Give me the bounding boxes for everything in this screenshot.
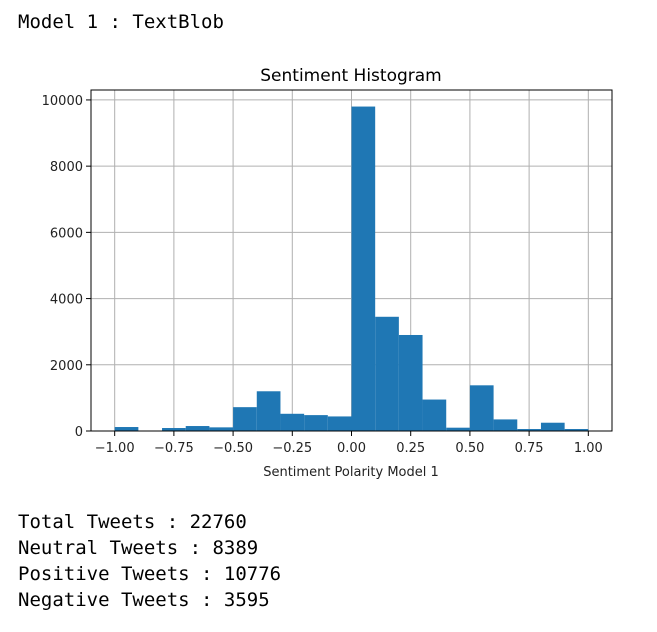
stat-line: Total Tweets : 22760 [18, 511, 247, 533]
sentiment-histogram-chart: Sentiment Histogram −1.00 −0.75 −0.50 −0.25… [0, 55, 657, 495]
stat-value: 10776 [223, 563, 282, 585]
x-tick-label: 1.00 [574, 441, 603, 456]
x-tick-label: −1.00 [95, 441, 135, 456]
x-axis-label: Sentiment Polarity Model 1 [263, 465, 439, 480]
x-tick-label: 0.00 [337, 441, 366, 456]
x-tick-label: 0.75 [515, 441, 544, 456]
stat-line: Positive Tweets : 10776 [18, 563, 282, 585]
histogram-bar [209, 427, 234, 431]
chart-svg: Sentiment Histogram −1.00 −0.75 −0.50 −0.25… [42, 66, 613, 480]
stat-label: Total Tweets [18, 511, 156, 533]
histogram-bar [517, 429, 541, 431]
histogram-bar [422, 399, 447, 431]
y-tick-label: 6000 [50, 226, 83, 241]
histogram-bar [185, 426, 210, 431]
x-tick-label: −0.25 [272, 441, 312, 456]
output-heading: Model 1 : TextBlob [18, 11, 224, 33]
histogram-bar [375, 316, 399, 431]
histogram-bar [540, 422, 565, 431]
histogram-bar [398, 334, 423, 431]
chart-title: Sentiment Histogram [260, 66, 441, 86]
x-tick-label: 0.25 [396, 441, 425, 456]
stat-label: Negative Tweets [18, 589, 190, 611]
stats-block: Total Tweets : 22760 Neutral Tweets : 838… [18, 509, 281, 613]
histogram-bar [304, 415, 328, 431]
y-axis-ticks: 0 2000 4000 6000 8000 10000 [42, 94, 91, 440]
y-tick-label: 0 [75, 425, 83, 440]
y-tick-label: 4000 [50, 293, 83, 308]
x-tick-label: −0.75 [154, 441, 194, 456]
histogram-bars [114, 106, 589, 431]
histogram-bar [493, 419, 518, 431]
y-tick-label: 8000 [50, 160, 83, 175]
histogram-bar [280, 413, 305, 431]
histogram-bar [162, 428, 186, 431]
stat-value: 3595 [223, 589, 270, 611]
histogram-bar [327, 416, 352, 431]
x-axis-ticks: −1.00 −0.75 −0.50 −0.25 0.00 0.25 0.50 0.75 1.00 [95, 431, 603, 456]
histogram-bar [446, 427, 470, 431]
stat-label: Neutral Tweets [18, 537, 179, 559]
stat-value: 22760 [189, 511, 247, 533]
histogram-bar [469, 385, 494, 431]
histogram-bar [351, 106, 376, 431]
x-tick-label: 0.50 [455, 441, 484, 456]
stat-line: Neutral Tweets : 8389 [18, 537, 259, 559]
stat-value: 8389 [212, 537, 259, 559]
histogram-bar [564, 429, 589, 431]
histogram-bar [256, 391, 281, 431]
y-tick-label: 2000 [50, 359, 83, 374]
stat-line: Negative Tweets : 3595 [18, 589, 270, 611]
histogram-bar [233, 407, 257, 431]
y-tick-label: 10000 [42, 94, 83, 109]
x-tick-label: −0.50 [213, 441, 253, 456]
histogram-bar [114, 427, 139, 431]
stat-label: Positive Tweets [18, 563, 190, 585]
